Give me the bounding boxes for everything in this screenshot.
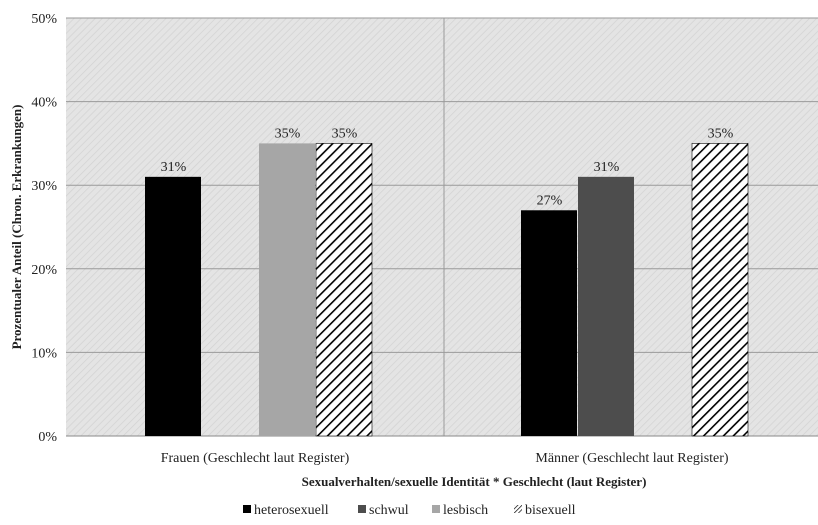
data-label: 31% [161, 160, 187, 175]
legend-swatch [432, 505, 440, 513]
data-label: 35% [332, 126, 358, 141]
y-axis-ticks: 0% 10% 20% 30% 40% 50% [31, 12, 57, 445]
category-labels: Frauen (Geschlecht laut Register) Männer … [161, 451, 729, 466]
data-labels: 31% 27% 31% 35% 35% 35% [161, 126, 734, 208]
legend-swatch [358, 505, 366, 513]
data-label: 35% [708, 126, 734, 141]
legend-label: lesbisch [443, 503, 488, 518]
legend-label: bisexuell [525, 503, 576, 518]
legend-label: schwul [369, 503, 409, 518]
bar [521, 210, 577, 436]
category-label: Männer (Geschlecht laut Register) [535, 451, 729, 466]
y-axis-title: Prozentualer Anteil (Chron. Erkrankungen… [9, 105, 24, 350]
legend: heterosexuell schwul lesbisch bisexuell [243, 503, 576, 518]
legend-label: heterosexuell [254, 503, 329, 518]
bar [315, 143, 373, 437]
legend-swatch [243, 505, 251, 513]
data-label: 27% [537, 193, 563, 208]
category-label: Frauen (Geschlecht laut Register) [161, 451, 350, 466]
y-tick-label: 30% [31, 179, 57, 194]
y-tick-label: 20% [31, 263, 57, 278]
y-tick-label: 0% [38, 430, 57, 445]
data-label: 31% [594, 160, 620, 175]
bar [691, 143, 749, 437]
bar [259, 143, 315, 436]
y-tick-label: 50% [31, 12, 57, 27]
data-label: 35% [275, 126, 301, 141]
y-tick-label: 10% [31, 346, 57, 361]
x-axis-title: Sexualverhalten/sexuelle Identität * Ges… [302, 474, 647, 489]
y-tick-label: 40% [31, 96, 57, 111]
bar [578, 176, 634, 436]
bar [145, 176, 201, 436]
legend-swatch [514, 505, 522, 513]
bars [145, 143, 749, 437]
